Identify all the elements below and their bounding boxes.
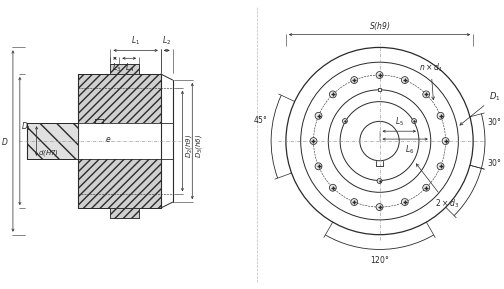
Circle shape [423, 184, 429, 191]
Bar [78, 74, 161, 208]
Text: $30°$: $30°$ [487, 116, 502, 127]
Text: $D_3$(h6): $D_3$(h6) [194, 134, 204, 158]
Text: $D_2$(h9): $D_2$(h9) [184, 134, 195, 158]
Text: $L_4$: $L_4$ [124, 61, 134, 74]
Circle shape [376, 72, 383, 79]
Bar [78, 123, 172, 159]
Bar [27, 123, 78, 159]
Text: $2\times d_3$: $2\times d_3$ [416, 164, 459, 210]
Bar [110, 208, 139, 218]
Text: $D_1$: $D_1$ [460, 91, 500, 125]
Circle shape [401, 199, 408, 205]
Circle shape [310, 138, 317, 144]
Circle shape [423, 91, 429, 98]
Text: $30°$: $30°$ [487, 157, 502, 168]
Text: $L_1$: $L_1$ [131, 35, 140, 47]
Circle shape [442, 138, 449, 144]
Text: $D$: $D$ [1, 136, 8, 147]
Circle shape [330, 184, 336, 191]
Text: $45°$: $45°$ [254, 114, 268, 125]
Circle shape [437, 163, 444, 170]
Circle shape [315, 112, 322, 119]
Text: $S$(h9): $S$(h9) [368, 20, 391, 32]
Text: $L_2$: $L_2$ [162, 35, 171, 47]
Circle shape [376, 204, 383, 210]
Bar [377, 88, 382, 90]
Circle shape [401, 77, 408, 84]
Text: $L_3$: $L_3$ [112, 61, 122, 74]
Bar [110, 64, 139, 74]
Text: $120°$: $120°$ [370, 254, 390, 265]
Circle shape [412, 118, 417, 123]
Text: $D_1$: $D_1$ [21, 120, 32, 133]
Text: $d$(H7): $d$(H7) [38, 148, 58, 158]
Text: $L_6$: $L_6$ [405, 143, 415, 155]
Circle shape [351, 199, 358, 205]
Circle shape [330, 91, 336, 98]
Text: $n\times d_1$: $n\times d_1$ [419, 61, 443, 100]
Circle shape [315, 163, 322, 170]
Text: $e$: $e$ [105, 135, 111, 144]
Circle shape [342, 118, 347, 123]
Text: $L_5$: $L_5$ [395, 116, 404, 128]
Circle shape [377, 179, 382, 184]
Circle shape [351, 77, 358, 84]
Circle shape [437, 112, 444, 119]
